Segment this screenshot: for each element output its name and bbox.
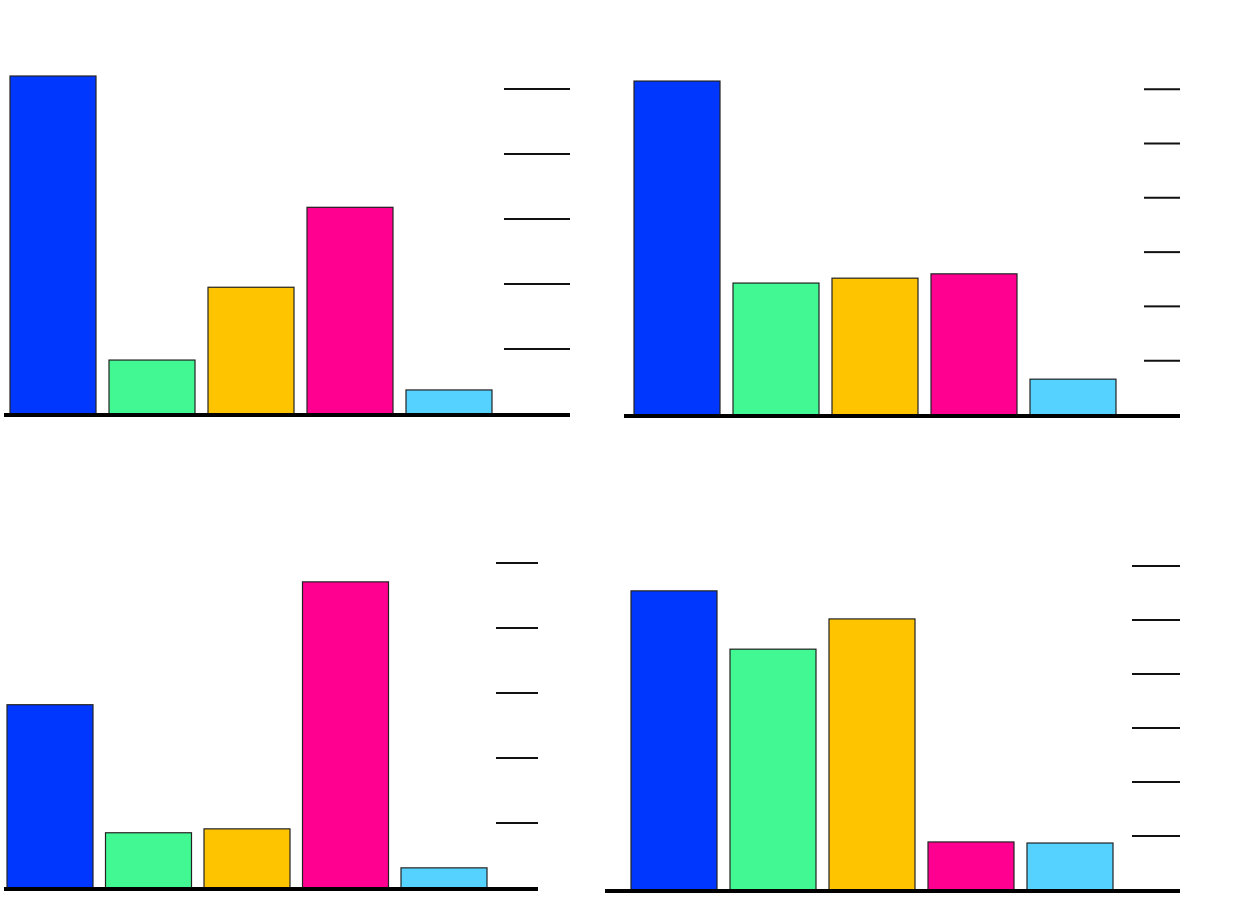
bar <box>301 581 390 889</box>
bar <box>6 704 94 889</box>
bar-chart-3 <box>4 562 538 891</box>
bar <box>405 389 493 415</box>
bar <box>9 75 97 415</box>
bar <box>108 359 196 415</box>
bar <box>927 841 1015 891</box>
bar <box>732 282 820 416</box>
bar <box>633 80 721 416</box>
bar <box>828 618 916 891</box>
bar <box>104 832 193 889</box>
bar <box>400 867 488 889</box>
bar-chart-2 <box>624 80 1180 418</box>
bar <box>203 828 291 889</box>
bar-chart-4 <box>605 565 1180 893</box>
bar <box>831 277 919 416</box>
bar <box>306 206 394 415</box>
bar <box>729 648 817 891</box>
bar <box>1029 378 1117 416</box>
bar <box>207 286 295 415</box>
bar <box>630 590 718 891</box>
bar <box>930 273 1018 416</box>
bar <box>1026 842 1114 891</box>
bar-chart-1 <box>4 75 570 417</box>
